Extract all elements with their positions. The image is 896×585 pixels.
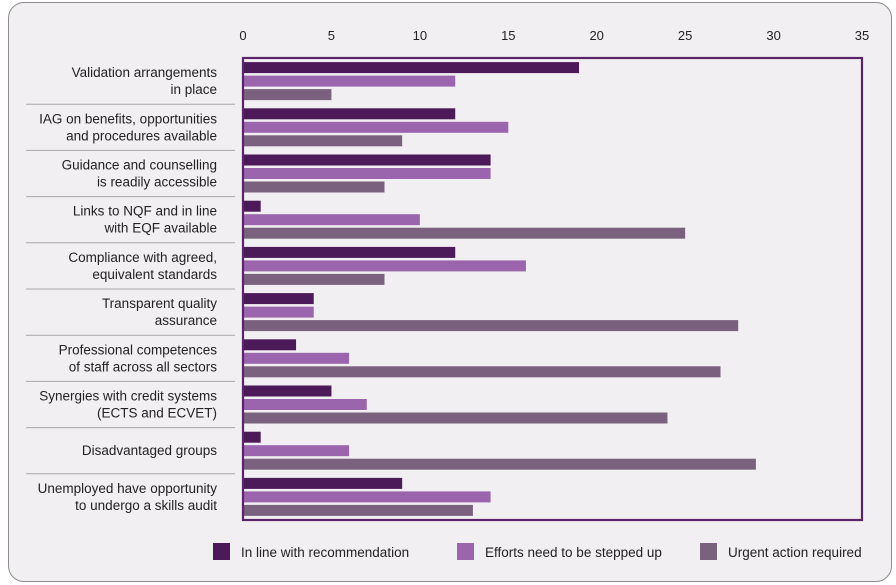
bar-4-series-1 xyxy=(244,200,261,212)
category-label: Links to NQF and in line with EQF availab… xyxy=(73,204,217,236)
plot-area xyxy=(26,56,864,522)
bar-3-series-1 xyxy=(244,154,491,166)
bars xyxy=(244,62,756,516)
category-labels: Validation arrangements in place IAG on be… xyxy=(38,65,218,513)
legend-label: Urgent action required xyxy=(728,545,862,560)
legend: In line with recommendation Efforts need … xyxy=(213,543,862,560)
bar-9-series-2 xyxy=(244,445,350,457)
x-tick-label: 35 xyxy=(855,28,869,43)
legend-swatch xyxy=(213,543,230,560)
plot-border xyxy=(241,56,864,522)
x-tick-label: 25 xyxy=(678,28,692,43)
category-label: IAG on benefits, opportunities and proced… xyxy=(39,111,217,143)
category-label: Unemployed have opportunity to undergo a … xyxy=(38,481,218,513)
bar-5-series-1 xyxy=(244,246,456,258)
category-label: Professional competences of staff across … xyxy=(59,342,218,374)
x-tick-label: 0 xyxy=(239,28,246,43)
category-label: Synergies with credit systems (ECTS and E… xyxy=(39,389,217,421)
category-label: Validation arrangements in place xyxy=(72,65,218,97)
bar-9-series-1 xyxy=(244,431,261,443)
x-tick-label: 10 xyxy=(413,28,427,43)
legend-label: In line with recommendation xyxy=(241,545,409,560)
bar-1-series-1 xyxy=(244,62,580,74)
bar-1-series-2 xyxy=(244,75,456,87)
bar-2-series-2 xyxy=(244,121,509,133)
bar-10-series-3 xyxy=(244,504,473,516)
x-axis-tick-labels: 0 5 10 15 20 25 30 35 xyxy=(239,28,869,43)
chart-frame xyxy=(8,2,892,582)
category-label: Guidance and counselling is readily acces… xyxy=(62,158,217,190)
bar-7-series-1 xyxy=(244,339,297,351)
bar-8-series-1 xyxy=(244,385,332,397)
bar-8-series-3 xyxy=(244,412,668,424)
category-label: Transparent quality assurance xyxy=(102,296,217,328)
category-label: Disadvantaged groups xyxy=(82,443,217,458)
x-tick-label: 15 xyxy=(501,28,515,43)
bar-5-series-2 xyxy=(244,260,526,272)
bar-4-series-3 xyxy=(244,227,686,239)
x-tick-label: 5 xyxy=(328,28,335,43)
bar-6-series-3 xyxy=(244,320,739,332)
legend-label: Efforts need to be stepped up xyxy=(485,545,662,560)
bar-9-series-3 xyxy=(244,458,756,470)
bar-8-series-2 xyxy=(244,399,367,410)
bar-10-series-2 xyxy=(244,491,491,503)
bar-6-series-2 xyxy=(244,306,314,318)
bar-3-series-3 xyxy=(244,181,385,193)
category-label: Compliance with agreed, equivalent standa… xyxy=(68,250,217,282)
bar-1-series-3 xyxy=(244,89,332,101)
bar-4-series-2 xyxy=(244,214,420,226)
bar-7-series-3 xyxy=(244,366,721,378)
x-tick-label: 20 xyxy=(589,28,603,43)
bar-5-series-3 xyxy=(244,273,385,285)
bar-7-series-2 xyxy=(244,352,350,364)
legend-swatch xyxy=(700,543,717,560)
bar-6-series-1 xyxy=(244,293,314,305)
bar-10-series-1 xyxy=(244,477,403,489)
x-tick-label: 30 xyxy=(766,28,780,43)
legend-swatch xyxy=(457,543,474,560)
bar-2-series-1 xyxy=(244,108,456,120)
bar-2-series-3 xyxy=(244,135,403,147)
bar-3-series-2 xyxy=(244,168,491,179)
